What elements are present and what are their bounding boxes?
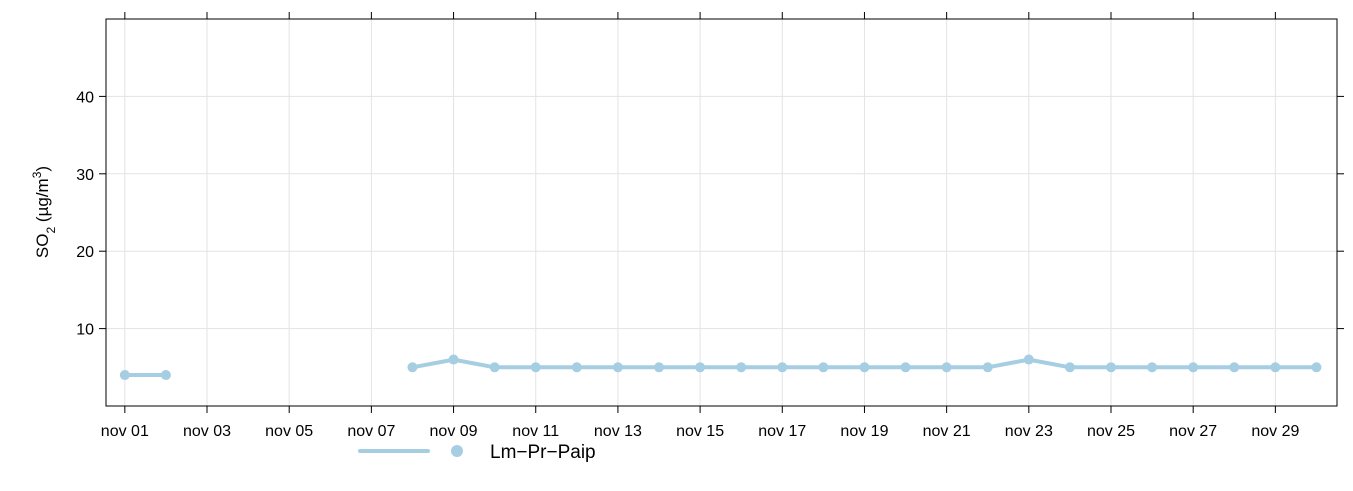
series-point	[695, 362, 706, 373]
x-tick-label: nov 03	[183, 423, 231, 440]
series-point	[1311, 362, 1322, 373]
series-point	[1147, 362, 1158, 373]
y-tick-label: 20	[76, 244, 94, 261]
series-point	[654, 362, 665, 373]
x-tick-label: nov 27	[1169, 423, 1217, 440]
series-point	[859, 362, 870, 373]
series-point	[1188, 362, 1199, 373]
x-tick-label: nov 25	[1087, 423, 1135, 440]
plot-frame	[105, 18, 1338, 407]
x-tick-label: nov 19	[840, 423, 888, 440]
series-point	[941, 362, 952, 373]
x-tick-label: nov 07	[347, 423, 395, 440]
series-point	[1064, 362, 1075, 373]
series-point	[818, 362, 829, 373]
series-point	[489, 362, 500, 373]
series-point	[160, 370, 171, 381]
series-point	[1229, 362, 1240, 373]
y-tick-label: 40	[76, 89, 94, 106]
x-tick-label: nov 13	[594, 423, 642, 440]
series-point	[736, 362, 747, 373]
axis-ticks: nov 01 nov 03 nov 05 nov 07 nov 09 nov 11 nov …	[76, 12, 1344, 440]
series-point	[448, 354, 459, 365]
x-tick-label: nov 11	[512, 423, 559, 440]
legend-marker-swatch	[451, 445, 463, 457]
x-tick-label: nov 01	[101, 423, 149, 440]
legend-label: Lm−Pr−Paip	[490, 442, 596, 463]
x-tick-label: nov 09	[430, 423, 478, 440]
x-tick-label: nov 21	[923, 423, 971, 440]
x-tick-label: nov 29	[1251, 423, 1299, 440]
y-tick-label: 10	[76, 322, 94, 339]
series-point	[1270, 362, 1281, 373]
series-layer	[119, 354, 1322, 381]
y-axis-label: SO2 (µg/m3)	[30, 166, 58, 258]
series-point	[1023, 354, 1034, 365]
series-point	[900, 362, 911, 373]
x-tick-label: nov 23	[1005, 423, 1053, 440]
x-tick-label: nov 05	[265, 423, 313, 440]
series-point	[777, 362, 788, 373]
series-point	[530, 362, 541, 373]
series-point	[982, 362, 993, 373]
y-tick-label: 30	[76, 167, 94, 184]
series-point	[119, 370, 130, 381]
x-tick-label: nov 17	[758, 423, 806, 440]
series-point	[612, 362, 623, 373]
series-point	[571, 362, 582, 373]
x-tick-label: nov 15	[676, 423, 724, 440]
series-point	[1106, 362, 1117, 373]
grid	[106, 19, 1337, 406]
series-point	[407, 362, 418, 373]
legend: Lm−Pr−Paip	[358, 442, 596, 463]
